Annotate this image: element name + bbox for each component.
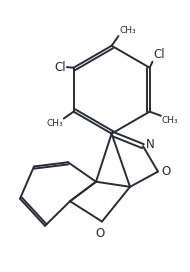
Text: Cl: Cl: [153, 48, 165, 61]
Text: CH₃: CH₃: [46, 119, 63, 128]
Text: Cl: Cl: [54, 61, 66, 73]
Text: CH₃: CH₃: [162, 116, 179, 125]
Text: O: O: [162, 165, 171, 178]
Text: CH₃: CH₃: [119, 26, 136, 35]
Text: O: O: [95, 227, 104, 240]
Text: N: N: [146, 138, 155, 152]
